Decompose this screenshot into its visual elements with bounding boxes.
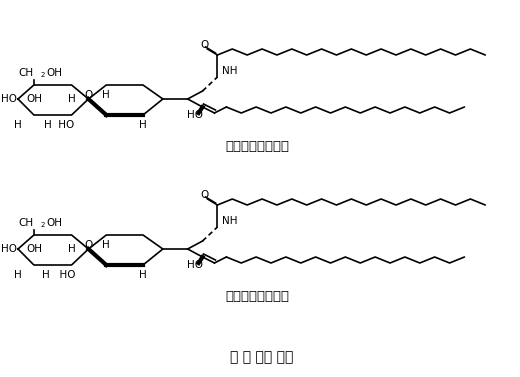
Text: 神经酰胺半乳糖脂: 神经酰胺半乳糖脂	[225, 141, 289, 153]
Text: H: H	[14, 120, 22, 130]
Text: H: H	[68, 244, 75, 254]
Text: O: O	[84, 240, 93, 250]
Text: H: H	[102, 90, 110, 100]
Text: O: O	[200, 40, 209, 50]
Text: NH: NH	[223, 66, 238, 76]
Text: 2: 2	[41, 222, 45, 228]
Text: HO: HO	[187, 260, 203, 270]
Text: H: H	[139, 120, 147, 130]
Text: H: H	[102, 240, 110, 250]
Text: CH: CH	[19, 68, 34, 78]
Text: O: O	[84, 90, 93, 100]
Text: 2: 2	[41, 72, 45, 78]
Text: H  HO: H HO	[44, 120, 74, 130]
Text: H: H	[139, 270, 147, 280]
Text: NH: NH	[223, 216, 238, 226]
Text: OH: OH	[26, 94, 42, 104]
Text: O: O	[200, 190, 209, 200]
Text: HO: HO	[1, 94, 17, 104]
Text: OH: OH	[47, 218, 63, 228]
Text: OH: OH	[47, 68, 63, 78]
Text: 两 种 单鷦 糖脂: 两 种 单鷦 糖脂	[230, 350, 294, 364]
Text: CH: CH	[19, 218, 34, 228]
Text: H   HO: H HO	[42, 270, 75, 280]
Text: H: H	[14, 270, 22, 280]
Text: HO: HO	[187, 110, 203, 120]
Text: H: H	[68, 94, 75, 104]
Text: HO: HO	[1, 244, 17, 254]
Text: 神经酰胺葡萄糖脂: 神经酰胺葡萄糖脂	[225, 291, 289, 303]
Text: OH: OH	[26, 244, 42, 254]
